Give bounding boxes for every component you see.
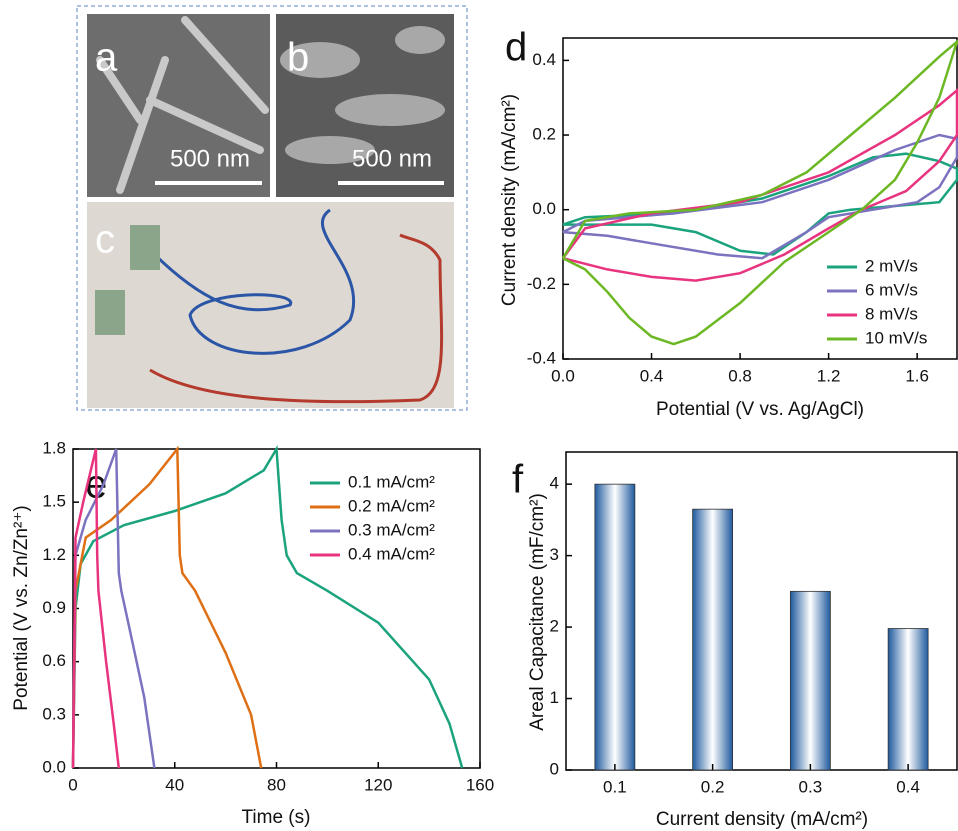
panel-label: f	[512, 458, 524, 502]
data-line	[71, 444, 464, 769]
x-tick-label: 0.4	[640, 366, 664, 385]
y-tick-label: 0.3	[42, 704, 66, 723]
x-axis-label: Current density (mA/cm²)	[656, 809, 868, 830]
y-axis-label: Current density (mA/cm²)	[499, 94, 520, 306]
x-axis-label: Time (s)	[242, 807, 311, 828]
y-tick-label: 0.0	[532, 199, 556, 218]
y-tick-label: 3	[550, 545, 559, 564]
bar	[887, 628, 929, 771]
legend-label: 6 mV/s	[865, 280, 918, 299]
image-frame	[76, 5, 468, 411]
legend-label: 0.2 mA/cm²	[348, 496, 435, 515]
x-tick-label: 0.2	[701, 777, 725, 796]
panel-label: c	[95, 218, 115, 262]
y-axis-label: Potential (V vs. Zn/Zn²⁺)	[11, 505, 32, 710]
x-tick-label: 0.4	[896, 777, 920, 796]
x-axis-label: Potential (V vs. Ag/AgCl)	[656, 399, 864, 420]
y-tick-label: 0	[550, 759, 559, 778]
y-tick-label: 0.9	[42, 598, 66, 617]
scale-bar-label: 500 nm	[352, 145, 432, 172]
y-tick-label: 2	[550, 617, 559, 636]
y-tick-label: 1.2	[42, 545, 66, 564]
legend-label: 8 mV/s	[865, 304, 918, 323]
x-tick-label: 0.0	[551, 366, 575, 385]
panel-label: b	[287, 36, 309, 80]
y-tick-label: 0.6	[42, 651, 66, 670]
y-axis-label: Areal Capacitance (mF/cm²)	[527, 493, 548, 731]
data-line	[562, 152, 958, 256]
data-line	[561, 39, 958, 346]
plot-frame	[565, 451, 958, 771]
data-line	[71, 445, 263, 769]
y-tick-label: -0.4	[527, 348, 556, 367]
particles	[280, 26, 445, 164]
y-tick-label: 1.8	[42, 438, 66, 457]
data-line	[561, 87, 958, 282]
nanowires	[96, 16, 269, 194]
y-tick-label: 1	[550, 688, 559, 707]
bar	[789, 590, 831, 771]
device	[130, 225, 160, 270]
y-tick-label: 4	[550, 474, 559, 493]
y-tick-label: 0.2	[532, 125, 556, 144]
device	[95, 290, 125, 335]
x-tick-label: 40	[165, 775, 184, 794]
x-tick-label: 1.2	[817, 366, 841, 385]
plot-frame	[562, 37, 958, 360]
y-tick-label: 0.0	[42, 757, 66, 776]
legend-label: 0.1 mA/cm²	[348, 472, 435, 491]
data-line	[562, 133, 958, 260]
x-tick-label: 120	[364, 775, 392, 794]
x-tick-label: 0.3	[799, 777, 823, 796]
legend-label: 0.4 mA/cm²	[348, 544, 435, 563]
bar	[692, 508, 734, 771]
panel-label: d	[505, 26, 527, 70]
x-tick-label: 0	[68, 775, 77, 794]
data-line	[71, 448, 156, 769]
scale-bar-label: 500 nm	[170, 145, 250, 172]
x-tick-label: 1.6	[905, 366, 929, 385]
x-tick-label: 0.8	[728, 366, 752, 385]
y-tick-label: 1.5	[42, 492, 66, 511]
sem-image-a	[87, 14, 270, 197]
legend-label: 10 mV/s	[865, 328, 927, 347]
data-line	[71, 448, 121, 769]
x-tick-label: 0.1	[603, 777, 627, 796]
legend-label: 0.3 mA/cm²	[348, 520, 435, 539]
bar	[594, 483, 636, 771]
panel-label: a	[95, 36, 118, 80]
y-tick-label: 0.4	[532, 50, 556, 69]
y-tick-label: -0.2	[527, 274, 556, 293]
wires	[148, 208, 444, 404]
x-tick-label: 160	[466, 775, 494, 794]
legend-label: 2 mV/s	[865, 256, 918, 275]
x-tick-label: 80	[267, 775, 286, 794]
